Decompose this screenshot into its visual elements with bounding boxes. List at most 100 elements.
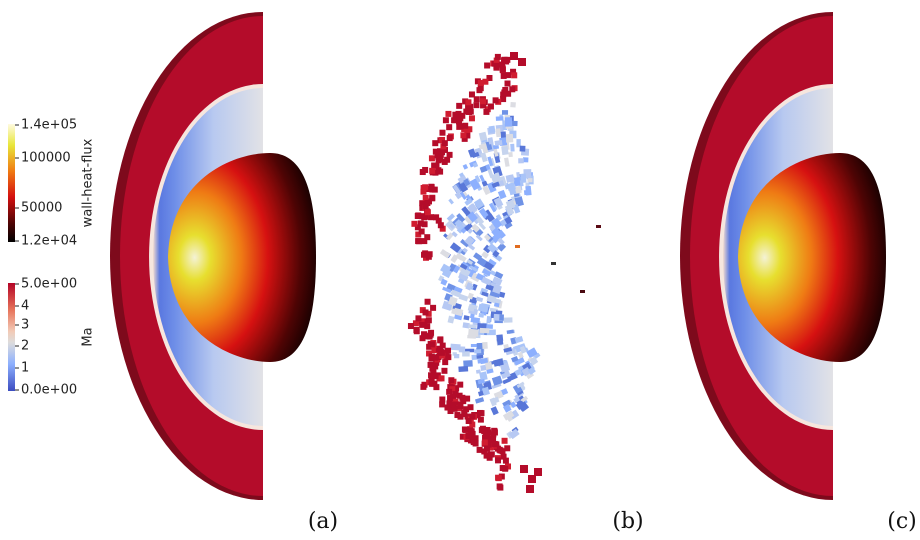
cell (468, 91, 475, 98)
cell (419, 335, 426, 342)
cell (485, 213, 495, 223)
cell (478, 410, 485, 417)
cell (458, 365, 469, 372)
cell (427, 186, 434, 193)
cell (477, 358, 488, 364)
cell (518, 158, 524, 164)
cell (494, 53, 501, 60)
cell (493, 302, 500, 308)
cell (485, 141, 491, 150)
cell (495, 214, 502, 221)
panel-c-render (680, 12, 886, 500)
cell (470, 316, 481, 324)
cell (493, 197, 504, 208)
cell (500, 371, 511, 379)
cell (476, 342, 484, 350)
cell (500, 453, 507, 460)
cell (456, 118, 463, 125)
cell (460, 398, 467, 405)
cell (420, 184, 427, 191)
cell (465, 102, 472, 109)
cell (445, 110, 452, 117)
cell (497, 447, 504, 454)
colorbar-ma: 5.0e+00 4 3 2 1 0.0e+00 Ma (8, 277, 96, 398)
cell (551, 262, 556, 265)
cell (445, 347, 452, 354)
cell (467, 292, 474, 300)
tick-label: 50000 (21, 201, 62, 216)
cell (513, 396, 521, 404)
cell (448, 198, 454, 205)
cell (442, 286, 452, 294)
cell (506, 329, 514, 334)
cell (505, 174, 515, 183)
cell (473, 198, 485, 210)
panel-label: (b) (612, 509, 643, 534)
cell (516, 381, 525, 389)
cell (457, 381, 464, 388)
cell (487, 137, 494, 145)
cell (458, 346, 466, 353)
cell (483, 429, 490, 436)
cell (481, 439, 488, 446)
cell (420, 188, 427, 195)
cell (502, 377, 511, 385)
cell (418, 228, 425, 235)
cell (580, 290, 585, 293)
cell (510, 401, 517, 409)
tick-label: 2 (21, 339, 29, 354)
cell (517, 351, 524, 359)
cell (474, 349, 482, 354)
cell (470, 439, 477, 446)
cell (441, 140, 448, 147)
cell (415, 315, 422, 322)
cell (520, 465, 528, 473)
cell (464, 222, 473, 232)
cell (510, 68, 517, 75)
cell (428, 341, 435, 348)
cell (491, 227, 503, 239)
cell (480, 152, 488, 163)
cell (514, 336, 524, 344)
cell (455, 253, 464, 261)
tick-label: 1.2e+04 (21, 234, 77, 249)
cell (501, 437, 508, 444)
cell (505, 72, 512, 79)
cell (439, 342, 446, 349)
cell (514, 357, 525, 366)
cell (449, 223, 455, 229)
cell (458, 182, 469, 193)
cell (499, 362, 511, 373)
cell (526, 347, 538, 359)
cell (526, 485, 534, 493)
cell (435, 217, 442, 224)
cell (474, 397, 485, 404)
cell (458, 293, 469, 302)
cell (510, 52, 518, 60)
cell (457, 403, 464, 410)
cell (505, 90, 512, 97)
cell (483, 244, 492, 254)
cell (431, 186, 438, 193)
cell (451, 308, 458, 315)
cell (471, 283, 478, 291)
cell (497, 484, 504, 491)
cell (487, 181, 497, 193)
cell (482, 434, 489, 441)
cell (413, 328, 420, 335)
cell (483, 452, 490, 459)
cell (428, 378, 435, 385)
cell (503, 347, 513, 353)
cell (509, 86, 516, 93)
cell (481, 386, 490, 396)
cell (465, 432, 472, 439)
cell (462, 191, 468, 198)
cell (497, 339, 504, 346)
cell (434, 152, 441, 159)
cell (446, 232, 454, 241)
cell (476, 216, 485, 225)
cell (499, 61, 506, 68)
cell (460, 132, 467, 139)
cell (520, 173, 527, 183)
